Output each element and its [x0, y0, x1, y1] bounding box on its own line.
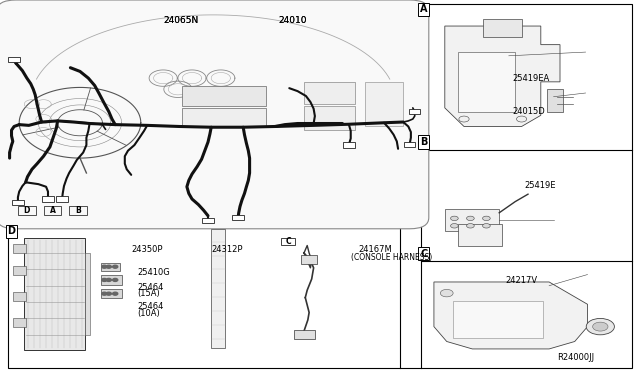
Bar: [12, 200, 24, 205]
Polygon shape: [434, 282, 588, 349]
Bar: [281, 238, 295, 245]
Circle shape: [467, 216, 474, 221]
Circle shape: [106, 265, 111, 268]
Circle shape: [483, 224, 490, 228]
Bar: [294, 330, 315, 339]
Circle shape: [113, 292, 118, 295]
Bar: [365, 82, 403, 126]
Circle shape: [113, 265, 118, 268]
Circle shape: [586, 318, 614, 335]
Text: 25464: 25464: [138, 302, 164, 311]
Circle shape: [102, 278, 107, 281]
Text: 25419EA: 25419EA: [512, 74, 549, 83]
Text: 24015D: 24015D: [512, 107, 545, 116]
Text: 24065N: 24065N: [163, 16, 198, 25]
Bar: [182, 86, 266, 106]
Bar: [44, 206, 61, 215]
FancyBboxPatch shape: [0, 0, 429, 229]
Text: 24065N: 24065N: [163, 16, 198, 25]
Bar: [13, 266, 26, 275]
Bar: [42, 196, 54, 202]
Bar: [409, 109, 420, 114]
Circle shape: [516, 116, 527, 122]
Circle shape: [106, 292, 111, 295]
Bar: [453, 301, 543, 338]
Circle shape: [459, 116, 469, 122]
Circle shape: [483, 216, 490, 221]
Bar: [56, 196, 68, 202]
Bar: [445, 209, 499, 231]
Bar: [101, 289, 122, 298]
Text: A: A: [420, 4, 428, 14]
Bar: [483, 19, 522, 37]
Text: 24312P: 24312P: [211, 245, 243, 254]
Text: B: B: [420, 137, 428, 147]
Bar: [13, 318, 26, 327]
Text: 25410G: 25410G: [138, 268, 170, 277]
Bar: [8, 57, 20, 62]
Bar: [458, 52, 515, 112]
Bar: [85, 253, 90, 335]
Text: R24000JJ: R24000JJ: [557, 353, 594, 362]
Bar: [13, 292, 26, 301]
Text: (10A): (10A): [138, 309, 161, 318]
Text: C: C: [420, 249, 428, 259]
Text: (CONSOLE HARNESS): (CONSOLE HARNESS): [351, 253, 432, 262]
Bar: [458, 224, 502, 246]
Circle shape: [440, 289, 453, 297]
Circle shape: [102, 265, 107, 268]
Text: 24010: 24010: [278, 16, 307, 25]
Bar: [101, 263, 120, 271]
Bar: [404, 142, 415, 147]
Text: D: D: [8, 227, 15, 236]
Text: 24010: 24010: [278, 16, 307, 25]
Circle shape: [113, 278, 118, 281]
Text: 25464: 25464: [138, 283, 164, 292]
Circle shape: [102, 292, 107, 295]
Bar: [301, 255, 317, 264]
Text: 24350P: 24350P: [131, 245, 163, 254]
Bar: [343, 142, 355, 148]
Circle shape: [467, 224, 474, 228]
Text: 24217V: 24217V: [506, 276, 538, 285]
Circle shape: [451, 216, 458, 221]
Bar: [304, 82, 355, 104]
Bar: [13, 244, 26, 253]
Text: A: A: [49, 206, 56, 215]
Circle shape: [106, 278, 111, 281]
Text: 25419E: 25419E: [525, 182, 556, 190]
Bar: [18, 206, 36, 215]
Circle shape: [593, 322, 608, 331]
Bar: [202, 218, 214, 223]
Bar: [69, 206, 87, 215]
Text: C: C: [285, 237, 291, 246]
Bar: [211, 229, 225, 348]
Circle shape: [451, 224, 458, 228]
Text: B: B: [76, 206, 81, 215]
Bar: [101, 275, 122, 285]
Bar: [304, 106, 355, 130]
Bar: [182, 108, 266, 126]
Bar: [24, 238, 85, 350]
Text: (15A): (15A): [138, 289, 161, 298]
Bar: [547, 89, 563, 112]
Text: 24167M: 24167M: [358, 246, 392, 254]
Bar: [232, 215, 244, 220]
Polygon shape: [445, 26, 560, 126]
Text: D: D: [24, 206, 30, 215]
